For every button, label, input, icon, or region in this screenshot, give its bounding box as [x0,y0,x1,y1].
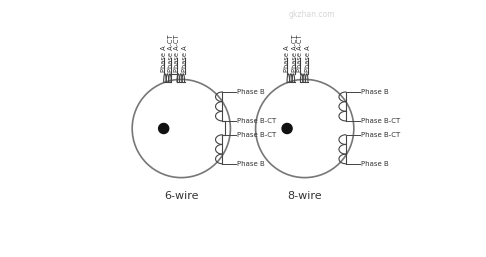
Text: Phase B: Phase B [238,89,265,95]
Text: Phase B-CT: Phase B-CT [361,118,400,124]
Circle shape [282,123,292,134]
Text: Phase A-CT: Phase A-CT [168,35,174,72]
Text: Phase B-CT: Phase B-CT [361,132,400,138]
Text: Phase A-CT: Phase A-CT [174,35,180,72]
Text: Phase B-CT: Phase B-CT [238,132,277,138]
Text: Phase A-CT: Phase A-CT [297,35,303,72]
Text: Phase B: Phase B [238,161,265,167]
Text: Phase A-CT: Phase A-CT [292,35,297,72]
Text: Phase A: Phase A [182,46,188,72]
Text: Phase A: Phase A [161,46,167,72]
Text: 6-wire: 6-wire [164,191,199,201]
Text: gkzhan.com: gkzhan.com [288,10,335,19]
Text: Phase B: Phase B [361,161,389,167]
Text: Phase A: Phase A [305,46,311,72]
Text: 8-wire: 8-wire [287,191,322,201]
Text: Phase B: Phase B [361,89,389,95]
Text: Phase B-CT: Phase B-CT [238,118,277,124]
Circle shape [158,123,169,134]
Text: Phase A: Phase A [284,46,290,72]
